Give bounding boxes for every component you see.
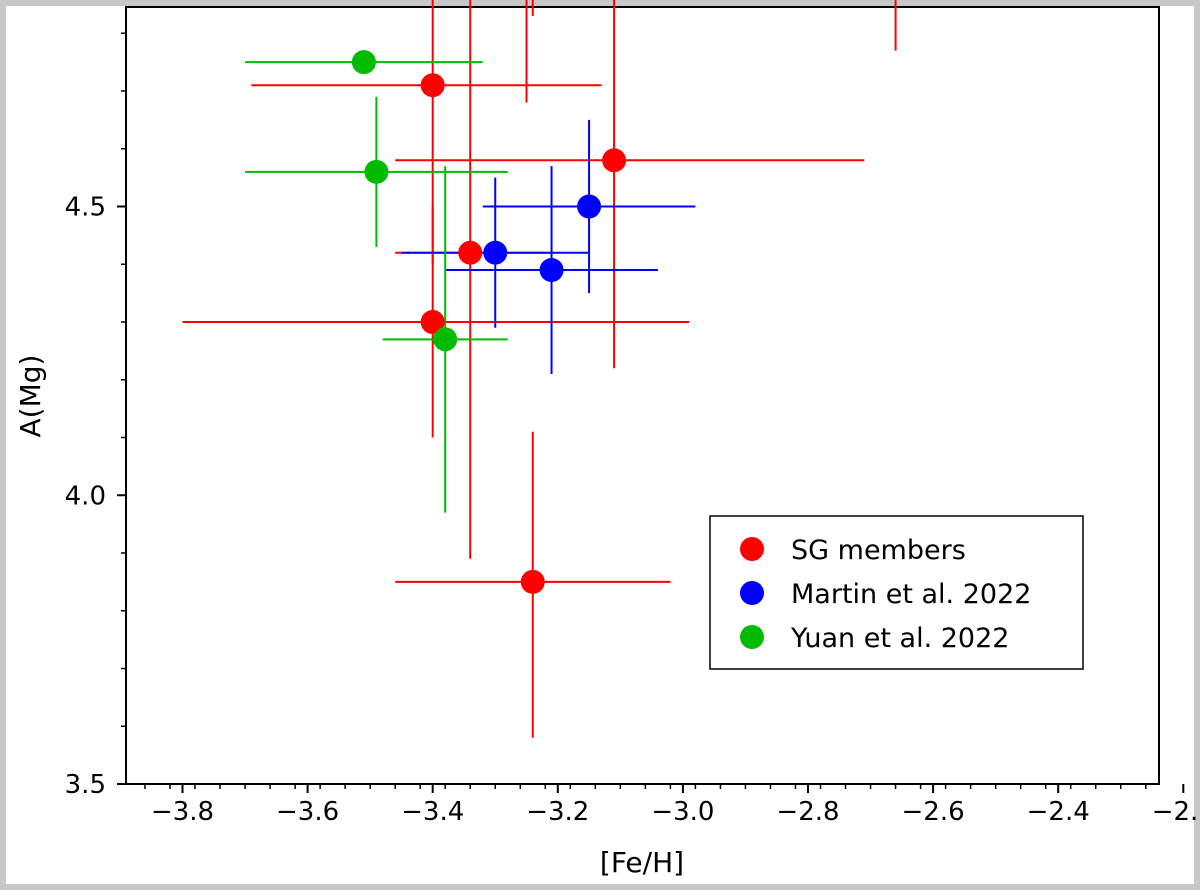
y-tick-label-2: 4.5 — [65, 193, 106, 223]
data-points — [351, 50, 627, 594]
sg-members-point-7 — [420, 310, 445, 334]
martin-et-al-2022-point-1 — [539, 258, 564, 283]
legend-marker-martin-2022 — [740, 581, 764, 605]
sg-members-point-5 — [602, 148, 627, 173]
axis-ticks: −3.8 −3.6 −3.4 −3.2 −3.0 −2.8 −2.6 −2.4 −2.2 3.5 4… — [65, 32, 1200, 827]
sg-members-point-6 — [458, 240, 483, 265]
x-tick-label-4: −3.0 — [651, 797, 714, 827]
x-tick-label-7: −2.4 — [1027, 797, 1090, 827]
x-tick-label-1: −3.6 — [276, 797, 339, 827]
legend-marker-sg-members — [740, 537, 764, 561]
x-axis-label: [Fe/H] — [600, 846, 684, 879]
sg-members-point-8 — [520, 569, 545, 594]
legend-label-martin-2022: Martin et al. 2022 — [791, 579, 1031, 610]
martin-et-al-2022-point-2 — [577, 194, 602, 219]
y-tick-label-0: 3.5 — [65, 770, 106, 800]
x-tick-label-0: −3.8 — [151, 797, 214, 827]
x-tick-label-8: −2.2 — [1152, 797, 1200, 827]
legend-box — [709, 515, 1084, 670]
y-tick-label-1: 4.0 — [65, 481, 106, 511]
legend-label-yuan-2022: Yuan et al. 2022 — [790, 623, 1009, 654]
x-tick-label-6: −2.6 — [902, 797, 965, 827]
x-tick-label-2: −3.4 — [401, 797, 464, 827]
yuan-et-al-2022-point-2 — [433, 327, 458, 352]
sg-members-point-4 — [420, 73, 445, 98]
legend-marker-yuan-2022 — [740, 625, 764, 649]
legend: SG members Martin et al. 2022 Yuan et al… — [709, 515, 1084, 670]
martin-et-al-2022-point-0 — [483, 240, 508, 265]
yuan-et-al-2022-point-0 — [351, 50, 376, 75]
yuan-et-al-2022-point-1 — [364, 159, 389, 184]
x-tick-label-5: −2.8 — [776, 797, 839, 827]
x-tick-label-3: −3.2 — [526, 797, 589, 827]
legend-label-sg-members: SG members — [791, 535, 966, 566]
y-axis-label: A(Mg) — [14, 355, 47, 438]
